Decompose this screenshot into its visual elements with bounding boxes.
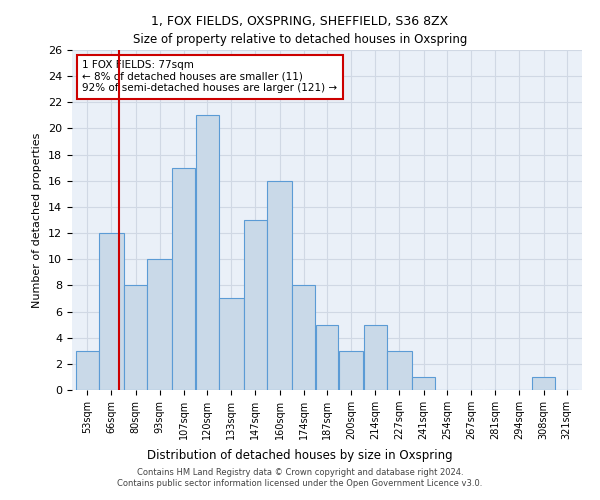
Text: 1 FOX FIELDS: 77sqm
← 8% of detached houses are smaller (11)
92% of semi-detache: 1 FOX FIELDS: 77sqm ← 8% of detached hou… xyxy=(82,60,337,94)
Bar xyxy=(387,351,412,390)
Text: Distribution of detached houses by size in Oxspring: Distribution of detached houses by size … xyxy=(147,448,453,462)
Bar xyxy=(99,233,124,390)
Bar xyxy=(219,298,244,390)
Bar xyxy=(412,377,435,390)
Bar xyxy=(148,259,172,390)
Bar xyxy=(292,286,315,390)
Bar xyxy=(268,181,292,390)
Bar xyxy=(244,220,267,390)
Text: Size of property relative to detached houses in Oxspring: Size of property relative to detached ho… xyxy=(133,32,467,46)
Bar xyxy=(196,116,218,390)
Bar xyxy=(124,286,147,390)
Y-axis label: Number of detached properties: Number of detached properties xyxy=(32,132,43,308)
Text: 1, FOX FIELDS, OXSPRING, SHEFFIELD, S36 8ZX: 1, FOX FIELDS, OXSPRING, SHEFFIELD, S36 … xyxy=(151,15,449,28)
Bar xyxy=(76,351,98,390)
Bar xyxy=(364,324,387,390)
Text: Contains HM Land Registry data © Crown copyright and database right 2024.
Contai: Contains HM Land Registry data © Crown c… xyxy=(118,468,482,487)
Bar xyxy=(172,168,195,390)
Bar xyxy=(316,324,338,390)
Bar xyxy=(339,351,364,390)
Bar xyxy=(532,377,555,390)
